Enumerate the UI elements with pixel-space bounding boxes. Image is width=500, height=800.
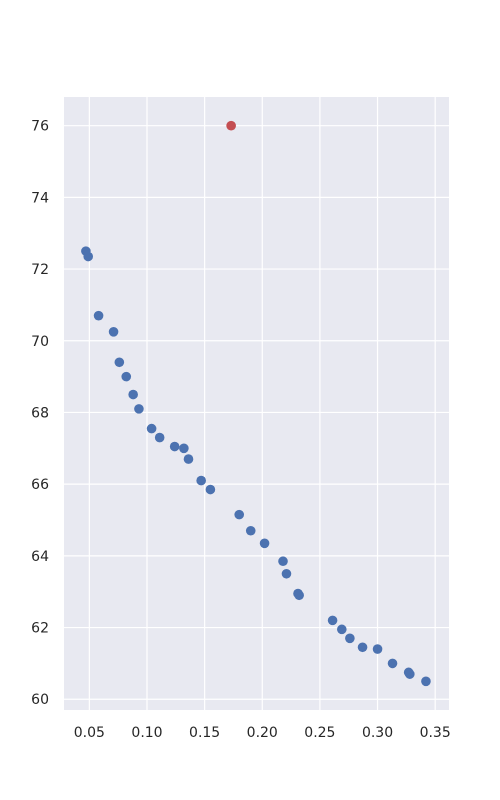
y-tick-labels: 60 62 64 66 68 70 72 74 76 — [31, 119, 49, 709]
data-point — [327, 615, 338, 626]
data-point — [179, 443, 189, 454]
grid-lines — [64, 97, 449, 710]
data-point — [121, 371, 132, 382]
y-tick-label: 60 — [31, 692, 49, 708]
data-point — [205, 484, 216, 495]
data-point — [345, 633, 355, 644]
data-point — [196, 475, 206, 486]
y-tick-label: 64 — [31, 549, 49, 565]
x-tick-label: 0.25 — [304, 725, 335, 741]
y-tick-label: 74 — [31, 190, 49, 206]
y-tick-label: 66 — [31, 477, 49, 493]
data-point — [134, 404, 144, 414]
data-point — [245, 525, 256, 536]
x-tick-label: 0.10 — [131, 725, 162, 741]
x-tick-label: 0.15 — [189, 725, 220, 741]
data-point — [93, 310, 104, 321]
data-point — [108, 327, 119, 337]
data-point — [114, 357, 125, 368]
x-tick-labels: 0.05 0.10 0.15 0.20 0.25 0.30 0.35 — [74, 725, 451, 741]
data-point — [387, 658, 398, 669]
data-point — [294, 590, 304, 601]
data-point — [278, 556, 288, 567]
data-point — [234, 509, 245, 520]
x-tick-label: 0.35 — [420, 725, 451, 741]
data-point — [183, 454, 194, 464]
data-point — [83, 251, 94, 262]
data-point — [421, 676, 431, 687]
y-tick-label: 68 — [31, 405, 49, 421]
x-tick-label: 0.05 — [74, 725, 105, 741]
data-point — [281, 568, 292, 579]
y-tick-label: 72 — [31, 262, 49, 278]
y-tick-label: 70 — [31, 334, 49, 350]
y-tick-label: 62 — [31, 621, 49, 637]
data-point — [336, 624, 347, 635]
y-tick-label: 76 — [31, 119, 49, 135]
data-point — [372, 644, 383, 654]
data-point — [154, 432, 165, 443]
data-points — [81, 120, 431, 687]
x-tick-label: 0.30 — [362, 725, 393, 741]
data-point — [146, 423, 157, 434]
data-point — [357, 642, 368, 653]
data-point — [226, 120, 236, 131]
data-point — [405, 669, 415, 679]
data-point — [259, 538, 270, 549]
data-point — [128, 389, 138, 400]
data-point — [169, 441, 180, 452]
plot-area — [64, 97, 449, 710]
x-tick-label: 0.20 — [247, 725, 278, 741]
